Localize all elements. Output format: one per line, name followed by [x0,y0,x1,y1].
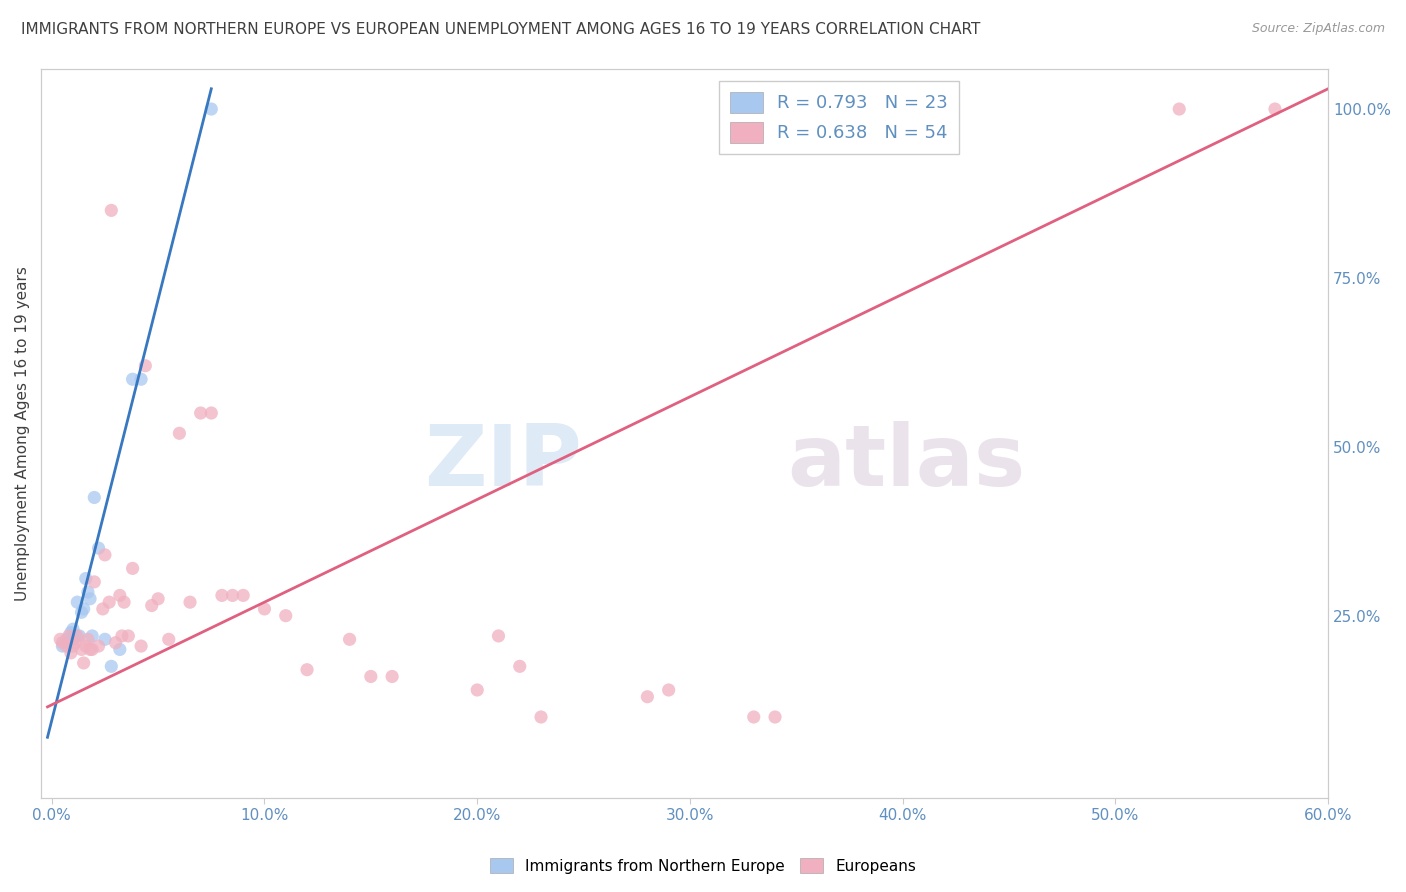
Point [1168,102,1191,116]
Point [58,636,80,650]
Point [73,656,96,670]
Point [70,605,93,619]
Point [94,632,117,647]
Point [742,710,765,724]
Point [70,642,93,657]
Point [62,632,84,647]
Point [91,602,114,616]
Point [49,632,72,647]
Point [66,595,89,609]
Point [465,683,488,698]
Point [509,659,531,673]
Point [134,359,156,373]
Point [67,629,90,643]
Point [295,663,318,677]
Point [83,574,105,589]
Point [82,642,104,657]
Point [94,548,117,562]
Point [108,589,131,603]
Point [1264,102,1286,116]
Point [274,608,297,623]
Text: IMMIGRANTS FROM NORTHERN EUROPE VS EUROPEAN UNEMPLOYMENT AMONG AGES 16 TO 19 YEA: IMMIGRANTS FROM NORTHERN EUROPE VS EUROP… [21,22,980,37]
Point [141,599,163,613]
Point [211,589,233,603]
Point [763,710,786,724]
Point [59,625,82,640]
Point [98,595,121,609]
Point [66,629,89,643]
Point [51,636,73,650]
Point [75,572,97,586]
Point [221,589,243,603]
Point [55,639,77,653]
Point [190,406,212,420]
Point [87,541,110,555]
Point [104,636,127,650]
Point [51,639,73,653]
Point [129,639,152,653]
Point [62,639,84,653]
Point [111,629,134,643]
Point [82,629,104,643]
Y-axis label: Unemployment Among Ages 16 to 19 years: Unemployment Among Ages 16 to 19 years [15,266,30,600]
Point [77,585,100,599]
Point [79,591,101,606]
Point [58,629,80,643]
Text: ZIP: ZIP [425,421,582,504]
Point [658,683,681,698]
Point [55,632,77,647]
Point [59,646,82,660]
Point [360,669,382,683]
Text: atlas: atlas [787,421,1026,504]
Point [121,372,143,386]
Point [129,372,152,386]
Legend: R = 0.793   N = 23, R = 0.638   N = 54: R = 0.793 N = 23, R = 0.638 N = 54 [720,81,959,153]
Point [339,632,361,647]
Point [146,591,169,606]
Point [121,561,143,575]
Point [157,632,180,647]
Text: Source: ZipAtlas.com: Source: ZipAtlas.com [1251,22,1385,36]
Point [87,639,110,653]
Point [169,426,191,441]
Point [100,659,122,673]
Point [83,491,105,505]
Point [488,629,510,643]
Point [108,642,131,657]
Point [73,602,96,616]
Point [179,595,201,609]
Point [75,639,97,653]
Point [381,669,404,683]
Point [253,602,276,616]
Point [62,622,84,636]
Point [200,406,222,420]
Point [530,710,553,724]
Point [79,642,101,657]
Point [200,102,222,116]
Point [636,690,658,704]
Point [117,629,139,643]
Legend: Immigrants from Northern Europe, Europeans: Immigrants from Northern Europe, Europea… [484,852,922,880]
Point [100,203,122,218]
Point [112,595,135,609]
Point [63,629,86,643]
Point [232,589,254,603]
Point [63,636,86,650]
Point [77,632,100,647]
